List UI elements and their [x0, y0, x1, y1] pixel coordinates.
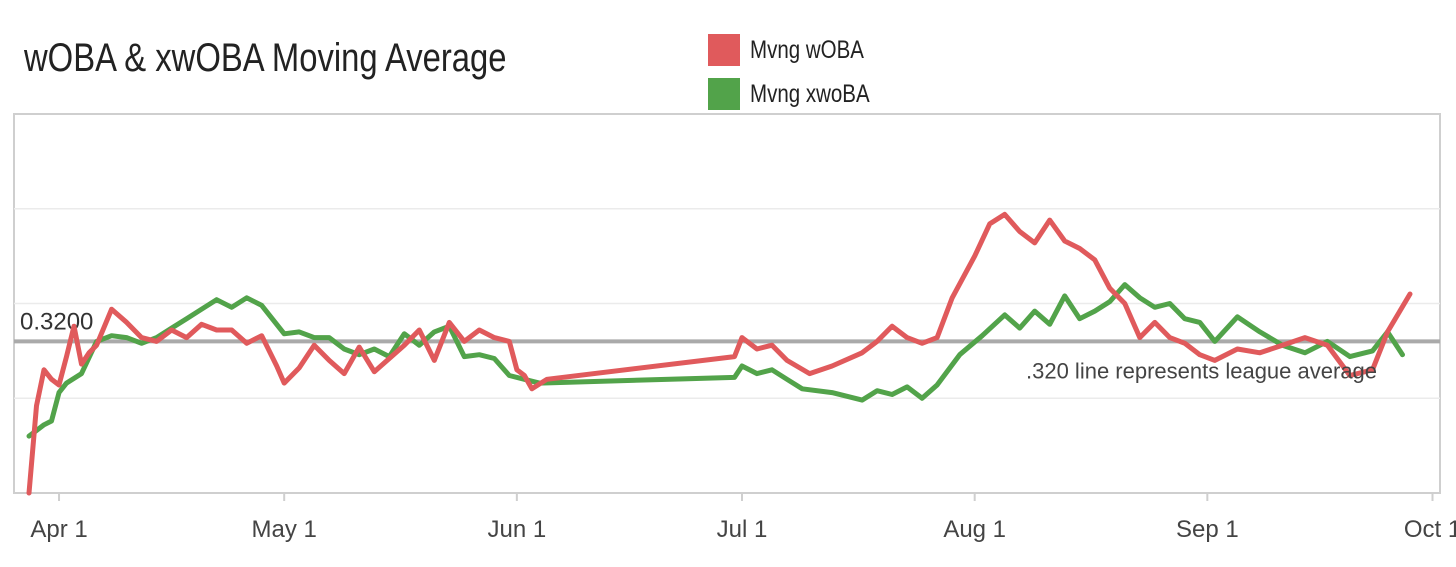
legend-swatch-xwoba: [708, 78, 740, 110]
legend-item-xwoba[interactable]: Mvng xwoBA: [708, 72, 896, 116]
x-tick-label-4: Aug 1: [943, 516, 1006, 543]
chart-title: wOBA & xwOBA Moving Average: [24, 36, 507, 80]
reference-line-group: 0.3200: [14, 308, 1440, 344]
x-tick-label-1: May 1: [252, 516, 317, 543]
series-lines: [26, 211, 1413, 496]
x-tick-label-6: Oct 1: [1404, 516, 1456, 543]
league-average-note: .320 line represents league average: [1026, 358, 1377, 383]
x-tick-label-3: Jul 1: [717, 516, 768, 543]
x-tick-label-5: Sep 1: [1176, 516, 1239, 543]
chart-legend: Mvng wOBA Mvng xwoBA: [708, 28, 896, 116]
x-tick-label-2: Jun 1: [487, 516, 546, 543]
legend-item-woba[interactable]: Mvng wOBA: [708, 28, 896, 72]
x-tick-label-0: Apr 1: [30, 516, 87, 543]
reference-line-label: 0.3200: [20, 308, 93, 335]
series-line-1: [26, 282, 1405, 439]
x-axis: Apr 1 May 1 Jun 1 Jul 1 Aug 1 Sep 1 Oct 1: [30, 493, 1456, 543]
legend-swatch-woba: [708, 34, 740, 66]
legend-label-xwoba: Mvng xwoBA: [750, 79, 870, 108]
grid-lines: [14, 208, 1440, 399]
legend-label-woba: Mvng wOBA: [750, 35, 864, 64]
series-line-0: [26, 211, 1413, 496]
